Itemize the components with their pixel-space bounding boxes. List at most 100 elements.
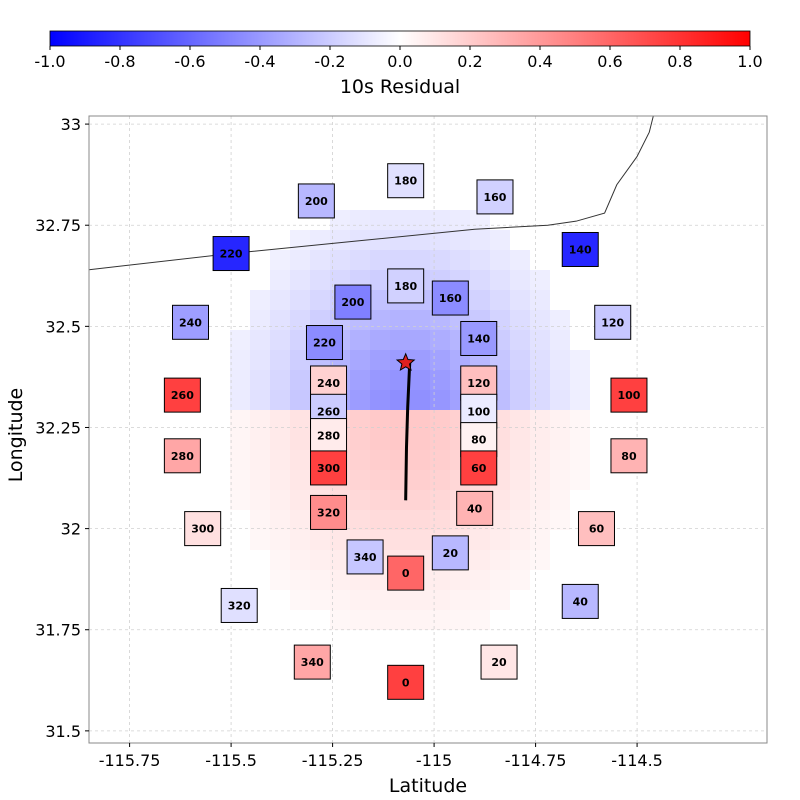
residual-cell bbox=[530, 310, 550, 330]
residual-cell bbox=[230, 330, 250, 350]
residual-cell bbox=[290, 290, 310, 310]
residual-cell bbox=[250, 290, 270, 310]
station-square bbox=[212, 236, 250, 272]
y-tick-label: 32 bbox=[61, 520, 81, 539]
residual-cell bbox=[390, 230, 410, 250]
residual-cell bbox=[290, 370, 310, 390]
residual-cell bbox=[370, 470, 390, 490]
residual-cell bbox=[350, 210, 370, 230]
station-square bbox=[171, 304, 209, 340]
residual-cell bbox=[530, 390, 550, 410]
x-tick-label: -115 bbox=[416, 751, 452, 770]
station-label: 40 bbox=[573, 595, 589, 608]
residual-cell bbox=[430, 410, 450, 430]
residual-cell bbox=[550, 330, 570, 350]
residual-cell bbox=[310, 550, 330, 570]
residual-cell bbox=[330, 590, 350, 610]
residual-cell bbox=[510, 550, 530, 570]
station-marker: 200 bbox=[334, 284, 372, 320]
residual-cell bbox=[530, 290, 550, 310]
residual-cell bbox=[390, 590, 410, 610]
station-label: 240 bbox=[179, 316, 202, 329]
residual-cell bbox=[290, 590, 310, 610]
residual-cell bbox=[450, 570, 470, 590]
colorbar-tick-label: 0.2 bbox=[457, 52, 482, 71]
residual-cell bbox=[330, 530, 350, 550]
residual-cell bbox=[350, 330, 370, 350]
residual-cell bbox=[470, 610, 490, 630]
station-label: 320 bbox=[228, 599, 251, 612]
station-marker: 20 bbox=[480, 644, 518, 680]
residual-cell bbox=[490, 570, 510, 590]
station-square bbox=[163, 377, 201, 413]
station-marker: 300 bbox=[310, 450, 348, 486]
y-axis-label: Longitude bbox=[5, 388, 27, 483]
residual-cell bbox=[250, 510, 270, 530]
residual-cell bbox=[570, 410, 590, 430]
residual-cell bbox=[510, 290, 530, 310]
x-tick-label: -115.25 bbox=[302, 751, 364, 770]
station-square bbox=[480, 644, 518, 680]
station-label: 60 bbox=[471, 462, 487, 475]
residual-cell bbox=[410, 330, 430, 350]
station-label: 140 bbox=[467, 332, 490, 345]
station-marker: 260 bbox=[163, 377, 201, 413]
station-label: 200 bbox=[305, 195, 328, 208]
residual-cell bbox=[230, 370, 250, 390]
residual-cell bbox=[410, 430, 430, 450]
residual-cell bbox=[410, 470, 430, 490]
residual-cell bbox=[550, 350, 570, 370]
residual-cell bbox=[270, 510, 290, 530]
residual-cell bbox=[530, 530, 550, 550]
y-tick-label: 33 bbox=[61, 115, 81, 134]
station-label: 20 bbox=[491, 656, 507, 669]
station-marker: 80 bbox=[610, 438, 648, 474]
residual-cell bbox=[530, 330, 550, 350]
residual-cell bbox=[370, 370, 390, 390]
station-marker: 340 bbox=[293, 644, 331, 680]
colorbar-tick-label: -0.8 bbox=[104, 52, 135, 71]
residual-cell bbox=[530, 370, 550, 390]
station-label: 180 bbox=[394, 175, 417, 188]
residual-cell bbox=[390, 530, 410, 550]
station-square bbox=[577, 511, 615, 547]
residual-cell bbox=[270, 450, 290, 470]
colorbar-tick-label: 0.8 bbox=[667, 52, 692, 71]
station-marker: 40 bbox=[561, 583, 599, 619]
residual-cell bbox=[510, 570, 530, 590]
residual-cell bbox=[410, 530, 430, 550]
station-marker: 60 bbox=[460, 450, 498, 486]
epicenter bbox=[395, 352, 416, 372]
residual-cell bbox=[310, 590, 330, 610]
residual-cell bbox=[290, 550, 310, 570]
residual-cell bbox=[510, 450, 530, 470]
residual-cell bbox=[270, 570, 290, 590]
colorbar-tick-label: -1.0 bbox=[34, 52, 65, 71]
station-label: 180 bbox=[394, 280, 417, 293]
residual-cell bbox=[370, 570, 390, 590]
station-square bbox=[387, 163, 425, 199]
residual-cell bbox=[290, 350, 310, 370]
residual-cell bbox=[290, 430, 310, 450]
residual-cell bbox=[350, 230, 370, 250]
residual-cell bbox=[410, 210, 430, 230]
residual-cell bbox=[370, 410, 390, 430]
residual-cell bbox=[570, 350, 590, 370]
station-marker: 280 bbox=[163, 438, 201, 474]
residual-cell bbox=[410, 310, 430, 330]
residual-cell bbox=[510, 370, 530, 390]
residual-cell bbox=[470, 270, 490, 290]
residual-cell bbox=[530, 550, 550, 570]
residual-cell bbox=[430, 590, 450, 610]
residual-cell bbox=[450, 590, 470, 610]
residual-cell bbox=[430, 510, 450, 530]
colorbar-tick-label: -0.2 bbox=[314, 52, 345, 71]
residual-cell bbox=[370, 210, 390, 230]
y-tick-label: 31.5 bbox=[45, 722, 81, 741]
residual-cell bbox=[270, 530, 290, 550]
colorbar-label: 10s Residual bbox=[340, 76, 460, 98]
residual-cell bbox=[370, 250, 390, 270]
residual-cell bbox=[350, 510, 370, 530]
rupture-trace bbox=[404, 362, 412, 501]
residual-cell bbox=[250, 430, 270, 450]
